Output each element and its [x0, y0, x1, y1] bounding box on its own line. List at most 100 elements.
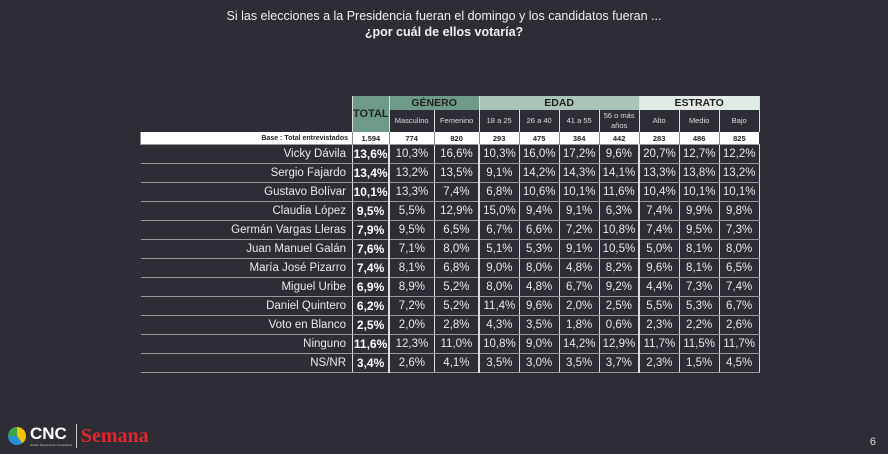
- header-edad: EDAD: [478, 96, 640, 110]
- base-count: 475: [518, 132, 560, 145]
- segment-value: 6,7%: [558, 277, 600, 297]
- segment-value: 9,1%: [478, 163, 520, 183]
- subheader-cell: 26 a 40: [518, 110, 560, 132]
- segment-value: 9,0%: [478, 258, 520, 278]
- candidate-name: Voto en Blanco: [140, 315, 353, 335]
- table-row: NS/NR 3,4% 2,6% 4,1% 3,5% 3,0% 3,5% 3,7% 2,3% 1,5…: [140, 353, 760, 373]
- segment-value: 2,0%: [558, 296, 600, 316]
- segment-value: 5,3%: [518, 239, 560, 259]
- cnc-logo: CNC: [30, 424, 67, 443]
- candidate-name: NS/NR: [140, 353, 353, 373]
- segment-value: 7,3%: [718, 220, 760, 240]
- segment-value: 8,9%: [388, 277, 435, 297]
- segment-value: 5,5%: [638, 296, 680, 316]
- segment-value: 3,5%: [558, 353, 600, 373]
- logo-divider: [75, 424, 77, 448]
- header-genero: GÉNERO: [388, 96, 480, 110]
- segment-value: 5,5%: [388, 201, 435, 221]
- header-estrato: ESTRATO: [638, 96, 760, 110]
- segment-value: 14,3%: [558, 163, 600, 183]
- segment-value: 11,7%: [718, 334, 760, 354]
- segment-value: 9,0%: [518, 334, 560, 354]
- segment-value: 9,1%: [558, 201, 600, 221]
- candidate-name: Miguel Uribe: [140, 277, 353, 297]
- segment-value: 0,6%: [598, 315, 640, 335]
- table-row: Voto en Blanco 2,5% 2,0% 2,8% 4,3% 3,5% 1,8% 0,…: [140, 315, 760, 335]
- total-value: 2,5%: [352, 315, 390, 335]
- segment-value: 1,5%: [678, 353, 720, 373]
- segment-value: 9,9%: [678, 201, 720, 221]
- segment-value: 8,0%: [478, 277, 520, 297]
- candidate-name: Daniel Quintero: [140, 296, 353, 316]
- table-row: Ninguno 11,6% 12,3% 11,0% 10,8% 9,0% 14,2% 12,9…: [140, 334, 760, 354]
- segment-value: 2,0%: [388, 315, 435, 335]
- segment-value: 10,1%: [718, 182, 760, 202]
- results-table: TOTAL GÉNERO EDAD ESTRATO Masculino Femen…: [140, 96, 760, 373]
- base-count: 384: [558, 132, 600, 145]
- segment-value: 7,4%: [638, 220, 680, 240]
- segment-value: 9,1%: [558, 239, 600, 259]
- segment-value: 4,8%: [558, 258, 600, 278]
- semana-logo: Semana: [80, 424, 149, 447]
- segment-value: 7,4%: [638, 201, 680, 221]
- segment-value: 12,9%: [598, 334, 640, 354]
- segment-value: 13,3%: [388, 182, 435, 202]
- segment-value: 8,1%: [678, 258, 720, 278]
- base-count: 825: [718, 132, 760, 145]
- segment-value: 6,3%: [598, 201, 640, 221]
- segment-value: 6,6%: [518, 220, 560, 240]
- page-number: 6: [869, 436, 876, 448]
- cnc-logo-subtitle: Centro Nacional de Consultoría: [30, 443, 72, 447]
- segment-value: 12,7%: [678, 144, 720, 164]
- subheader-cell: 18 a 25: [478, 110, 520, 132]
- candidate-name: Claudia López: [140, 201, 353, 221]
- segment-value: 7,2%: [388, 296, 435, 316]
- total-value: 6,2%: [352, 296, 390, 316]
- subheader-cell: 56 o más años: [598, 110, 640, 132]
- segment-value: 10,3%: [478, 144, 520, 164]
- segment-value: 16,0%: [518, 144, 560, 164]
- segment-value: 6,8%: [433, 258, 480, 278]
- segment-value: 10,1%: [558, 182, 600, 202]
- segment-value: 13,8%: [678, 163, 720, 183]
- table-row: Juan Manuel Galán 7,6% 7,1% 8,0% 5,1% 5,3% 9,1…: [140, 239, 760, 259]
- segment-value: 13,2%: [388, 163, 435, 183]
- segment-value: 2,3%: [638, 315, 680, 335]
- segment-value: 4,8%: [518, 277, 560, 297]
- segment-value: 2,5%: [598, 296, 640, 316]
- segment-value: 7,2%: [558, 220, 600, 240]
- segment-value: 8,0%: [718, 239, 760, 259]
- segment-value: 11,4%: [478, 296, 520, 316]
- segment-value: 6,8%: [478, 182, 520, 202]
- candidate-name: Sergio Fajardo: [140, 163, 353, 183]
- segment-value: 11,5%: [678, 334, 720, 354]
- segment-value: 7,1%: [388, 239, 435, 259]
- segment-value: 9,8%: [718, 201, 760, 221]
- segment-value: 1,8%: [558, 315, 600, 335]
- candidate-name: Ninguno: [140, 334, 353, 354]
- total-value: 11,6%: [352, 334, 390, 354]
- segment-value: 7,4%: [718, 277, 760, 297]
- segment-value: 9,6%: [638, 258, 680, 278]
- segment-value: 6,7%: [718, 296, 760, 316]
- total-value: 6,9%: [352, 277, 390, 297]
- cnc-logo-block: CNC Centro Nacional de Consultoría: [30, 424, 72, 448]
- subheader-cell: Masculino: [388, 110, 435, 132]
- segment-value: 11,0%: [433, 334, 480, 354]
- segment-value: 8,2%: [598, 258, 640, 278]
- total-value: 7,9%: [352, 220, 390, 240]
- segment-value: 11,7%: [638, 334, 680, 354]
- segment-value: 5,0%: [638, 239, 680, 259]
- segment-value: 13,5%: [433, 163, 480, 183]
- title-subquestion: ¿por cuál de ellos votaría?: [364, 25, 524, 39]
- segment-value: 2,8%: [433, 315, 480, 335]
- segment-value: 10,5%: [598, 239, 640, 259]
- base-count: 774: [388, 132, 435, 145]
- table-row: Gustavo Bolívar 10,1% 13,3% 7,4% 6,8% 10,6% 10…: [140, 182, 760, 202]
- segment-value: 8,1%: [388, 258, 435, 278]
- segment-value: 4,3%: [478, 315, 520, 335]
- segment-value: 6,7%: [478, 220, 520, 240]
- table-row: María José Pizarro 7,4% 8,1% 6,8% 9,0% 8,0% 4,…: [140, 258, 760, 278]
- candidate-name: Vicky Dávila: [140, 144, 353, 164]
- table-row: Daniel Quintero 6,2% 7,2% 5,2% 11,4% 9,6% 2,0%…: [140, 296, 760, 316]
